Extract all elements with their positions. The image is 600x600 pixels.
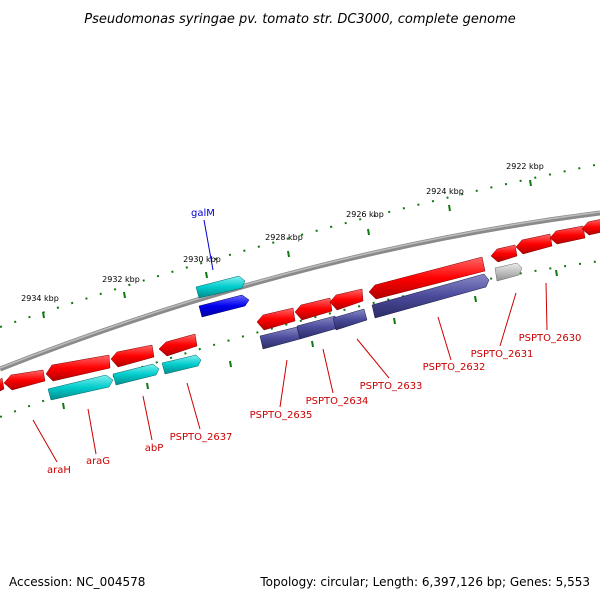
kbp-label: 2932 kbp xyxy=(102,275,140,284)
kbp-label: 2922 kbp xyxy=(506,162,544,171)
genes-cyan xyxy=(47,275,246,401)
gene-label-galm: galM xyxy=(191,208,215,219)
gene-label-abp: abP xyxy=(145,443,164,454)
gene-label-pspto-2635: PSPTO_2635 xyxy=(250,410,313,421)
gene-feature[interactable] xyxy=(256,307,296,331)
gene-label-arag: araG xyxy=(86,456,110,467)
gene-feature[interactable] xyxy=(294,297,333,321)
gene-feature[interactable] xyxy=(195,275,246,299)
label-leaders xyxy=(32,282,548,463)
gene-label-arah: araH xyxy=(47,465,71,476)
gene-feature[interactable] xyxy=(371,273,490,319)
gene-feature[interactable] xyxy=(110,344,155,368)
gene-feature[interactable] xyxy=(332,308,368,331)
genes-red xyxy=(0,219,600,392)
scale-ruler-inner xyxy=(0,260,600,418)
kbp-label: 2924 kbp xyxy=(426,187,464,196)
genes-purple xyxy=(259,273,490,350)
map-title: Pseudomonas syringae pv. tomato str. DC3… xyxy=(84,12,516,27)
gene-feature[interactable] xyxy=(112,363,160,386)
outer-major-ticks xyxy=(42,179,532,319)
genome-backbone-highlight xyxy=(0,211,600,369)
gene-label-pspto-2637: PSPTO_2637 xyxy=(170,432,233,443)
gene-feature[interactable] xyxy=(158,333,198,357)
kbp-label: 2928 kbp xyxy=(265,233,303,242)
gene-feature[interactable] xyxy=(161,354,202,375)
gene-feature[interactable] xyxy=(490,244,518,263)
gene-feature[interactable] xyxy=(329,288,364,311)
kbp-label: 2930 kbp xyxy=(183,255,221,264)
gene-feature[interactable] xyxy=(259,326,301,350)
gene-feature-galm[interactable] xyxy=(198,294,250,318)
gene-label-pspto-2630: PSPTO_2630 xyxy=(519,333,582,344)
genome-backbone xyxy=(0,210,600,372)
gene-label-pspto-2631: PSPTO_2631 xyxy=(471,349,534,360)
gene-feature[interactable] xyxy=(0,377,5,392)
gene-feature[interactable] xyxy=(47,374,114,401)
kbp-label: 2926 kbp xyxy=(346,210,384,219)
genome-summary-text: Topology: circular; Length: 6,397,126 bp… xyxy=(259,575,590,589)
gene-feature[interactable] xyxy=(3,369,46,391)
label-leader-galm xyxy=(203,219,214,271)
gene-label-pspto-2633: PSPTO_2633 xyxy=(360,381,423,392)
gene-label-pspto-2634: PSPTO_2634 xyxy=(306,396,369,407)
gene-feature[interactable] xyxy=(45,354,111,382)
accession-text: Accession: NC_004578 xyxy=(9,575,145,589)
gene-label-pspto-2632: PSPTO_2632 xyxy=(423,362,486,373)
gene-feature[interactable] xyxy=(515,233,553,255)
kbp-label: 2934 kbp xyxy=(21,294,59,303)
gene-feature[interactable] xyxy=(581,219,600,236)
gene-feature-grey[interactable] xyxy=(494,262,523,282)
inner-major-ticks xyxy=(62,269,558,410)
gene-feature[interactable] xyxy=(549,225,586,245)
gene-feature[interactable] xyxy=(368,256,486,300)
scale-ruler-outer xyxy=(0,163,600,328)
